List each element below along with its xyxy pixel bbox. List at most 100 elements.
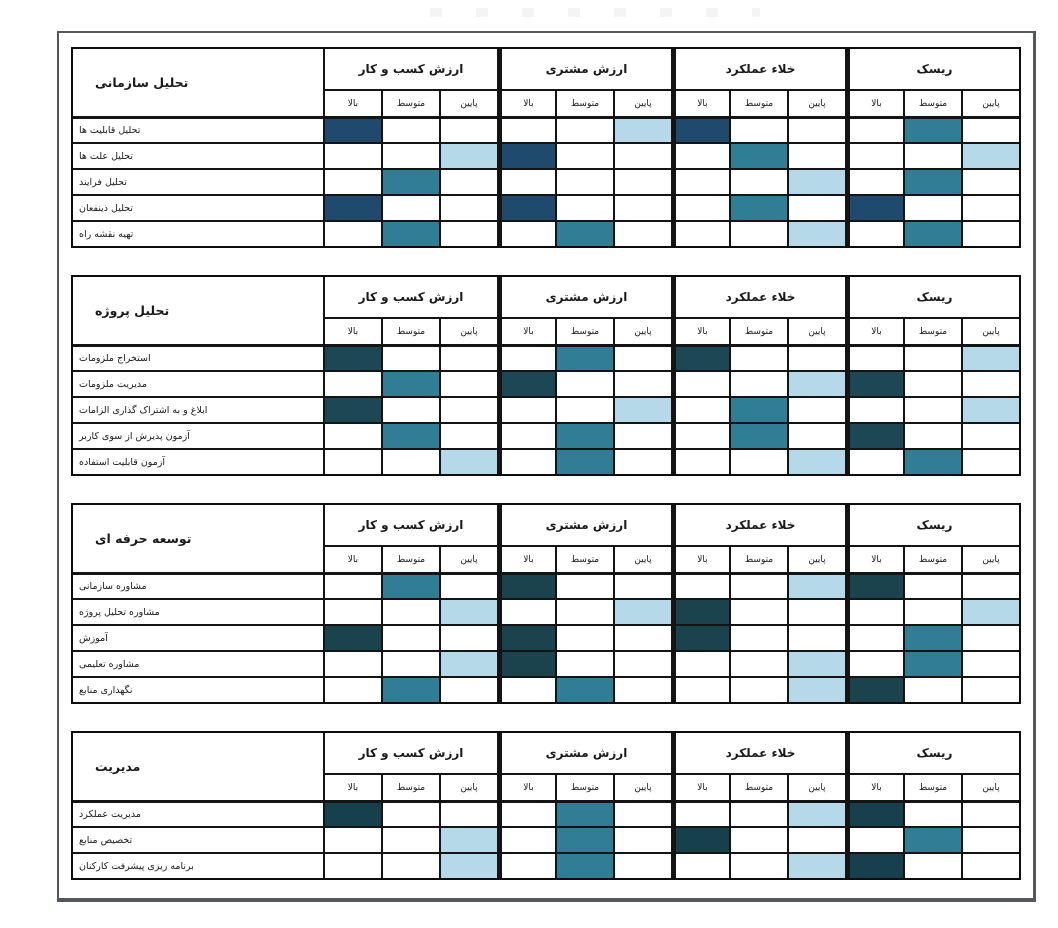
matrix-cell	[497, 344, 555, 370]
column-subheader: پایین	[439, 89, 497, 116]
matrix-cell	[555, 676, 613, 702]
matrix-cell	[497, 370, 555, 396]
column-subheader: متوسط	[729, 545, 787, 572]
matrix-cell	[845, 422, 903, 448]
matrix-cell	[381, 168, 439, 194]
matrix-cell	[613, 624, 671, 650]
matrix-cell	[787, 650, 845, 676]
table-title: مدیریت	[95, 759, 141, 774]
matrix-cell	[845, 826, 903, 852]
matrix-cell	[903, 370, 961, 396]
matrix-cell	[903, 396, 961, 422]
matrix-cell	[903, 800, 961, 826]
matrix-cell	[845, 220, 903, 246]
matrix-cell	[381, 826, 439, 852]
matrix-cell	[555, 572, 613, 598]
matrix-cell	[845, 168, 903, 194]
column-subheader: متوسط	[555, 773, 613, 800]
matrix-cell	[497, 116, 555, 142]
matrix-cell	[381, 650, 439, 676]
matrix-table-organizational-analysis: تحلیل سازمانی ارزش کسب و کار ارزش مشتری خلا…	[71, 47, 1021, 248]
matrix-cell	[555, 826, 613, 852]
matrix-cell	[439, 650, 497, 676]
table-title: توسعه حرفه ای	[95, 531, 192, 546]
column-group-header: ارزش مشتری	[497, 49, 671, 89]
matrix-cell	[903, 194, 961, 220]
column-subheader: پایین	[787, 773, 845, 800]
matrix-cell	[323, 220, 381, 246]
column-group-header: ارزش مشتری	[497, 733, 671, 773]
matrix-cell	[555, 598, 613, 624]
row-label: تحلیل ذینفعان	[73, 194, 323, 220]
matrix-cell	[555, 344, 613, 370]
matrix-cell	[497, 624, 555, 650]
matrix-cell	[439, 142, 497, 168]
column-subheader: متوسط	[555, 317, 613, 344]
column-group-header: ارزش کسب و کار	[323, 733, 497, 773]
matrix-cell	[787, 572, 845, 598]
matrix-cell	[961, 220, 1019, 246]
matrix-cell	[497, 572, 555, 598]
matrix-cell	[555, 852, 613, 878]
matrix-cell	[497, 826, 555, 852]
matrix-cell	[961, 650, 1019, 676]
matrix-cell	[439, 168, 497, 194]
matrix-cell	[381, 800, 439, 826]
matrix-cell	[787, 168, 845, 194]
matrix-cell	[961, 396, 1019, 422]
matrix-cell	[497, 598, 555, 624]
row-label: تحلیل فرایند	[73, 168, 323, 194]
column-group-header: خلاء عملکرد	[671, 733, 845, 773]
matrix-cell	[555, 650, 613, 676]
matrix-cell	[671, 800, 729, 826]
matrix-cell	[845, 448, 903, 474]
matrix-cell	[787, 598, 845, 624]
matrix-cell	[497, 800, 555, 826]
matrix-cell	[323, 344, 381, 370]
matrix-cell	[845, 624, 903, 650]
matrix-cell	[729, 448, 787, 474]
column-subheader: بالا	[497, 317, 555, 344]
matrix-cell	[729, 168, 787, 194]
matrix-cell	[671, 448, 729, 474]
column-subheader: متوسط	[381, 89, 439, 116]
column-subheader: متوسط	[381, 317, 439, 344]
column-group-header: ریسک	[845, 733, 1019, 773]
matrix-cell	[845, 800, 903, 826]
matrix-cell	[961, 370, 1019, 396]
matrix-cell	[323, 422, 381, 448]
matrix-cell	[381, 448, 439, 474]
matrix-cell	[961, 800, 1019, 826]
matrix-cell	[381, 572, 439, 598]
matrix-cell	[497, 650, 555, 676]
matrix-cell	[497, 448, 555, 474]
matrix-cell	[903, 852, 961, 878]
matrix-cell	[671, 142, 729, 168]
matrix-cell	[381, 422, 439, 448]
matrix-cell	[729, 370, 787, 396]
matrix-cell	[787, 624, 845, 650]
matrix-cell	[381, 396, 439, 422]
matrix-cell	[439, 826, 497, 852]
matrix-cell	[323, 116, 381, 142]
matrix-cell	[961, 676, 1019, 702]
matrix-cell	[381, 142, 439, 168]
matrix-cell	[961, 826, 1019, 852]
column-subheader: پایین	[961, 773, 1019, 800]
matrix-cell	[555, 422, 613, 448]
row-label: تخصیص منابع	[73, 826, 323, 852]
matrix-cell	[323, 370, 381, 396]
matrix-cell	[381, 624, 439, 650]
matrix-cell	[671, 344, 729, 370]
column-group-header: ارزش مشتری	[497, 505, 671, 545]
matrix-cell	[555, 168, 613, 194]
matrix-cell	[729, 800, 787, 826]
matrix-cell	[671, 168, 729, 194]
row-label: تهیه نقشه راه	[73, 220, 323, 246]
matrix-cell	[613, 826, 671, 852]
matrix-cell	[961, 598, 1019, 624]
matrix-cell	[903, 116, 961, 142]
column-group-header: ارزش کسب و کار	[323, 505, 497, 545]
matrix-cell	[497, 676, 555, 702]
matrix-cell	[613, 598, 671, 624]
